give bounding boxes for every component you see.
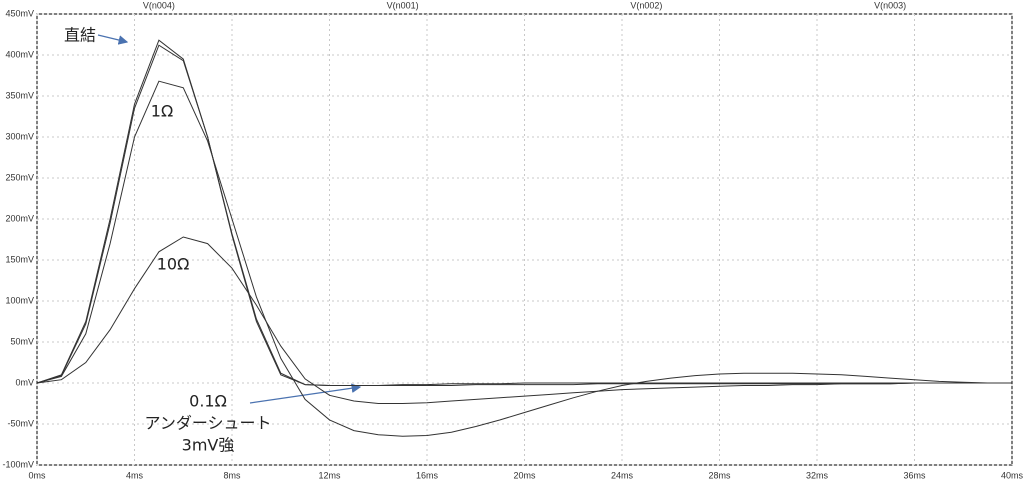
y-tick-label: 50mV (10, 336, 34, 346)
y-tick-label: -100mV (2, 459, 34, 469)
annotation: 0.1Ω (189, 392, 227, 411)
series-line (36, 39, 1012, 386)
annotation: 10Ω (157, 255, 190, 274)
legend-label: V(n002) (630, 0, 662, 10)
y-tick-label: 250mV (5, 172, 34, 182)
series-line (36, 80, 1012, 437)
x-tick-label: 16ms (416, 470, 439, 480)
legend-label: V(n004) (143, 0, 175, 10)
annotation: アンダーシュート (144, 414, 271, 433)
y-tick-label: 350mV (5, 90, 34, 100)
series-line (36, 236, 1012, 404)
x-tick-label: 32ms (806, 470, 829, 480)
y-tick-label: 200mV (5, 213, 34, 223)
legend-label: V(n001) (387, 0, 419, 10)
y-tick-label: 300mV (5, 131, 34, 141)
annotation: 3mV強 (182, 436, 235, 455)
x-tick-label: 40ms (1001, 470, 1024, 480)
y-tick-label: 400mV (5, 49, 34, 59)
y-tick-label: 150mV (5, 254, 34, 264)
x-tick-label: 24ms (611, 470, 634, 480)
y-tick-label: 450mV (5, 8, 34, 18)
arrow (97, 34, 129, 45)
y-tick-label: 0mV (15, 377, 34, 387)
arrow (249, 383, 362, 404)
legend-label: V(n003) (874, 0, 906, 10)
y-tick-label: -50mV (7, 418, 34, 428)
annotation: 1Ω (151, 102, 173, 121)
x-tick-label: 36ms (903, 470, 926, 480)
x-tick-label: 8ms (223, 470, 241, 480)
x-tick-label: 12ms (318, 470, 341, 480)
x-tick-label: 20ms (513, 470, 536, 480)
x-tick-label: 0ms (28, 470, 46, 480)
x-tick-label: 4ms (126, 470, 144, 480)
x-tick-label: 28ms (708, 470, 731, 480)
y-tick-label: 100mV (5, 295, 34, 305)
annotation: 直結 (64, 26, 96, 45)
